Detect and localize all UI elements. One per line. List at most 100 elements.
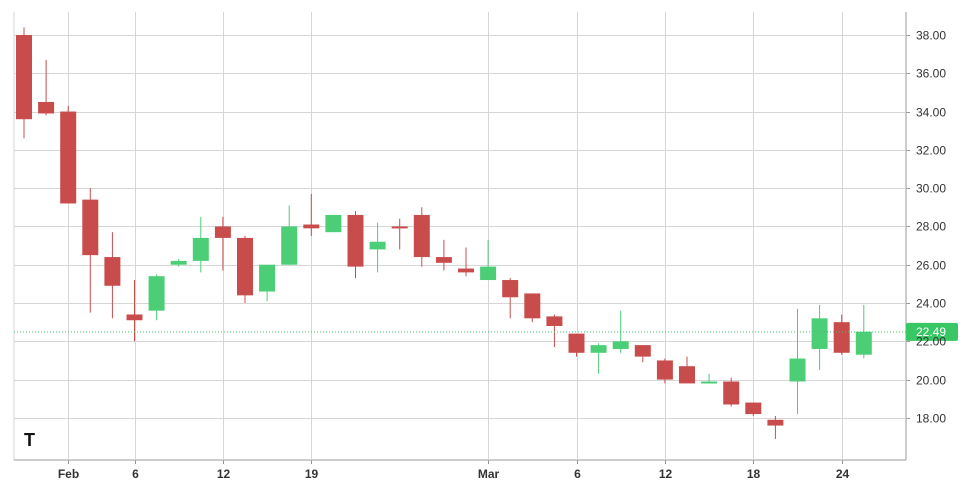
- candle-body: [126, 314, 143, 321]
- candle: [126, 280, 143, 342]
- x-tick-label: Feb: [58, 467, 79, 481]
- last-price-label: 22.49: [916, 325, 946, 339]
- x-tick-label: 24: [836, 467, 850, 481]
- candle-body: [148, 276, 165, 311]
- candle: [833, 314, 850, 355]
- tradingview-logo[interactable]: T: [24, 430, 35, 450]
- candle: [435, 239, 452, 271]
- candle: [82, 188, 99, 313]
- candle-body: [590, 345, 607, 353]
- x-tick-label: 6: [574, 467, 581, 481]
- candle: [502, 278, 519, 319]
- candle-body: [60, 111, 77, 204]
- y-tick-label: 24.00: [916, 297, 946, 311]
- candle: [369, 222, 386, 273]
- candle-body: [170, 260, 187, 265]
- y-tick-label: 30.00: [916, 182, 946, 196]
- candle: [281, 205, 298, 265]
- candle-body: [435, 257, 452, 263]
- candle-body: [38, 101, 55, 114]
- candle-body: [480, 266, 497, 281]
- candle-body: [325, 214, 342, 233]
- candle: [789, 308, 806, 415]
- candle: [60, 105, 77, 204]
- x-tick-label: 6: [132, 467, 139, 481]
- candle-body: [413, 214, 430, 258]
- candle: [303, 193, 320, 236]
- candle-body: [214, 226, 231, 238]
- y-tick-label: 34.00: [916, 106, 946, 120]
- axes-group: 18.00 20.00 22.00 24.00 26.00 28.00 30.00 32.00…: [58, 29, 947, 482]
- y-tick-label: 36.00: [916, 67, 946, 81]
- candle-body: [679, 366, 695, 384]
- candle: [347, 211, 364, 279]
- x-tick-label: 12: [217, 467, 231, 481]
- candle: [745, 402, 762, 416]
- candle-body: [612, 341, 629, 349]
- candle-body: [369, 241, 386, 250]
- candle: [170, 258, 187, 267]
- candle-body: [811, 318, 828, 349]
- candle: [590, 343, 607, 374]
- candle: [38, 59, 55, 116]
- candle-body: [656, 360, 673, 380]
- candle-body: [701, 381, 718, 384]
- candle-body: [347, 214, 364, 267]
- y-tick-label: 32.00: [916, 144, 946, 158]
- candle-body: [745, 402, 762, 415]
- overlay-group: 22.49: [14, 322, 958, 341]
- candle-body: [16, 34, 32, 120]
- x-tick-label: 19: [305, 467, 319, 481]
- x-tick-label: Mar: [478, 467, 500, 481]
- candle: [237, 236, 253, 304]
- candle-body: [502, 280, 519, 298]
- candle: [16, 27, 32, 139]
- candle-body: [458, 268, 474, 273]
- y-tick-label: 38.00: [916, 29, 946, 43]
- candle-body: [524, 293, 541, 319]
- candle: [413, 207, 430, 267]
- candle-body: [789, 358, 806, 382]
- candle: [656, 358, 673, 384]
- y-tick-label: 20.00: [916, 374, 946, 388]
- candle: [214, 216, 231, 271]
- candle: [723, 377, 740, 407]
- candle-body: [634, 345, 651, 357]
- candle-body: [237, 237, 253, 296]
- candle-body: [303, 224, 320, 229]
- y-tick-label: 26.00: [916, 259, 946, 273]
- grid-lines: [13, 12, 907, 461]
- candle-body: [104, 257, 121, 286]
- candle-body: [82, 199, 99, 256]
- candle-body: [192, 237, 209, 261]
- candle: [391, 218, 408, 250]
- candle: [259, 264, 276, 302]
- candle: [325, 214, 342, 233]
- y-tick-label: 22.00: [916, 335, 946, 349]
- candle: [811, 304, 828, 371]
- candles-group: [16, 27, 872, 439]
- candle: [634, 345, 651, 363]
- candle: [480, 239, 497, 281]
- candle-body: [855, 331, 872, 355]
- candle-body: [546, 316, 563, 326]
- candle: [524, 293, 541, 323]
- candle: [458, 247, 474, 277]
- candle-body: [767, 419, 784, 426]
- candle-body: [391, 226, 408, 229]
- candle: [546, 314, 563, 348]
- candle-body: [259, 264, 276, 292]
- candle: [568, 333, 585, 357]
- candle: [192, 216, 209, 273]
- y-tick-label: 28.00: [916, 220, 946, 234]
- candle: [104, 232, 121, 319]
- candle: [767, 415, 784, 439]
- candle: [148, 274, 165, 321]
- candle-body: [568, 333, 585, 353]
- x-tick-label: 12: [659, 467, 673, 481]
- candle-body: [723, 381, 740, 405]
- candle: [701, 373, 718, 384]
- candle: [679, 356, 695, 384]
- last-price-tag: [906, 322, 958, 341]
